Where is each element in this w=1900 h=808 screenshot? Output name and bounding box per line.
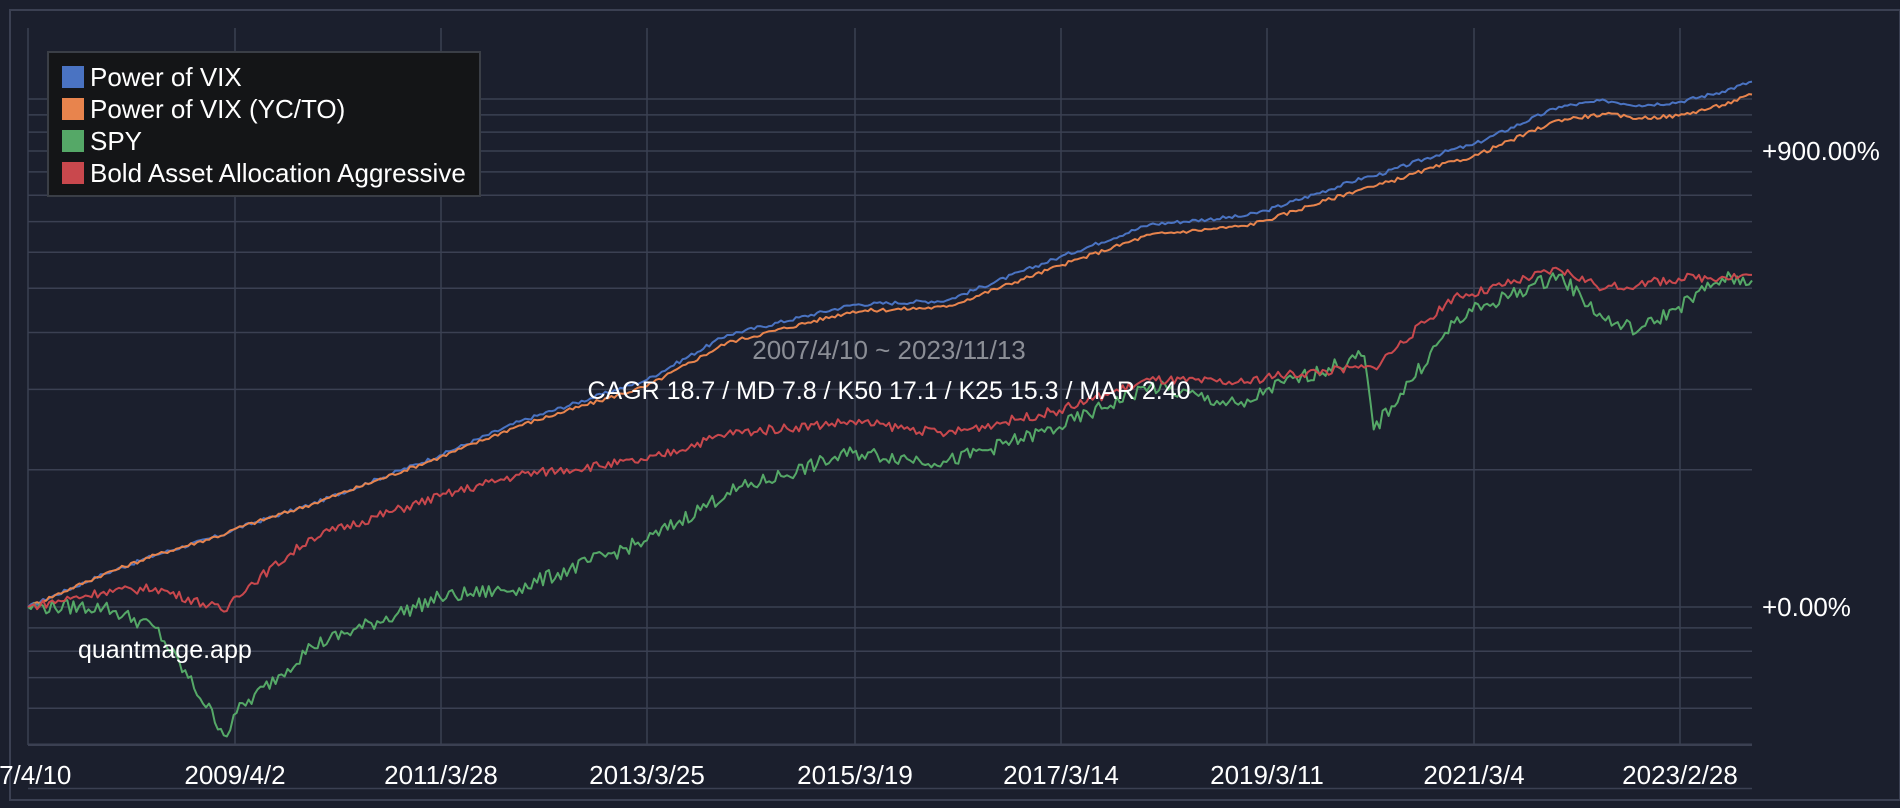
legend-swatch bbox=[62, 162, 84, 184]
watermark-brand: quantmage.app bbox=[78, 636, 252, 664]
series-line-bold-asset-allocation-aggressive bbox=[27, 266, 1752, 613]
x-tick-label: 2019/3/11 bbox=[1210, 760, 1324, 790]
x-tick-label: 2021/3/4 bbox=[1423, 760, 1524, 790]
legend-label: SPY bbox=[90, 126, 142, 156]
legend-swatch bbox=[62, 66, 84, 88]
x-tick-label: 2013/3/25 bbox=[589, 760, 705, 790]
series-line-power-of-vix-yc-to bbox=[27, 93, 1753, 609]
legend-label: Power of VIX bbox=[90, 62, 242, 92]
watermark-stats: CAGR 18.7 / MD 7.8 / K50 17.1 / K25 15.3… bbox=[587, 377, 1190, 405]
legend-label: Power of VIX (YC/TO) bbox=[90, 94, 345, 124]
x-tick-label: 07/4/10 bbox=[0, 760, 71, 790]
chart-frame bbox=[9, 9, 1900, 801]
series-line-spy bbox=[27, 271, 1753, 738]
y-tick-label: +0.00% bbox=[1762, 592, 1851, 622]
x-tick-label: 2023/2/28 bbox=[1622, 760, 1738, 790]
x-tick-label: 2017/3/14 bbox=[1003, 760, 1119, 790]
legend-swatch bbox=[62, 98, 84, 120]
series-layer bbox=[27, 80, 1753, 738]
legend-box bbox=[47, 51, 481, 197]
y-tick-label: +900.00% bbox=[1762, 136, 1880, 166]
x-axis-ticks: 07/4/10 2009/4/2 2011/3/28 2013/3/25 2015/3/… bbox=[0, 760, 1738, 790]
x-tick-label: 2009/4/2 bbox=[184, 760, 285, 790]
y-axis-ticks: +900.00% +0.00% bbox=[1762, 136, 1880, 622]
x-tick-label: 2015/3/19 bbox=[797, 760, 913, 790]
watermark-period: 2007/4/10 ~ 2023/11/13 bbox=[752, 335, 1026, 365]
legend-label: Bold Asset Allocation Aggressive bbox=[90, 158, 466, 188]
x-tick-label: 2011/3/28 bbox=[384, 760, 498, 790]
legend-swatch bbox=[62, 130, 84, 152]
